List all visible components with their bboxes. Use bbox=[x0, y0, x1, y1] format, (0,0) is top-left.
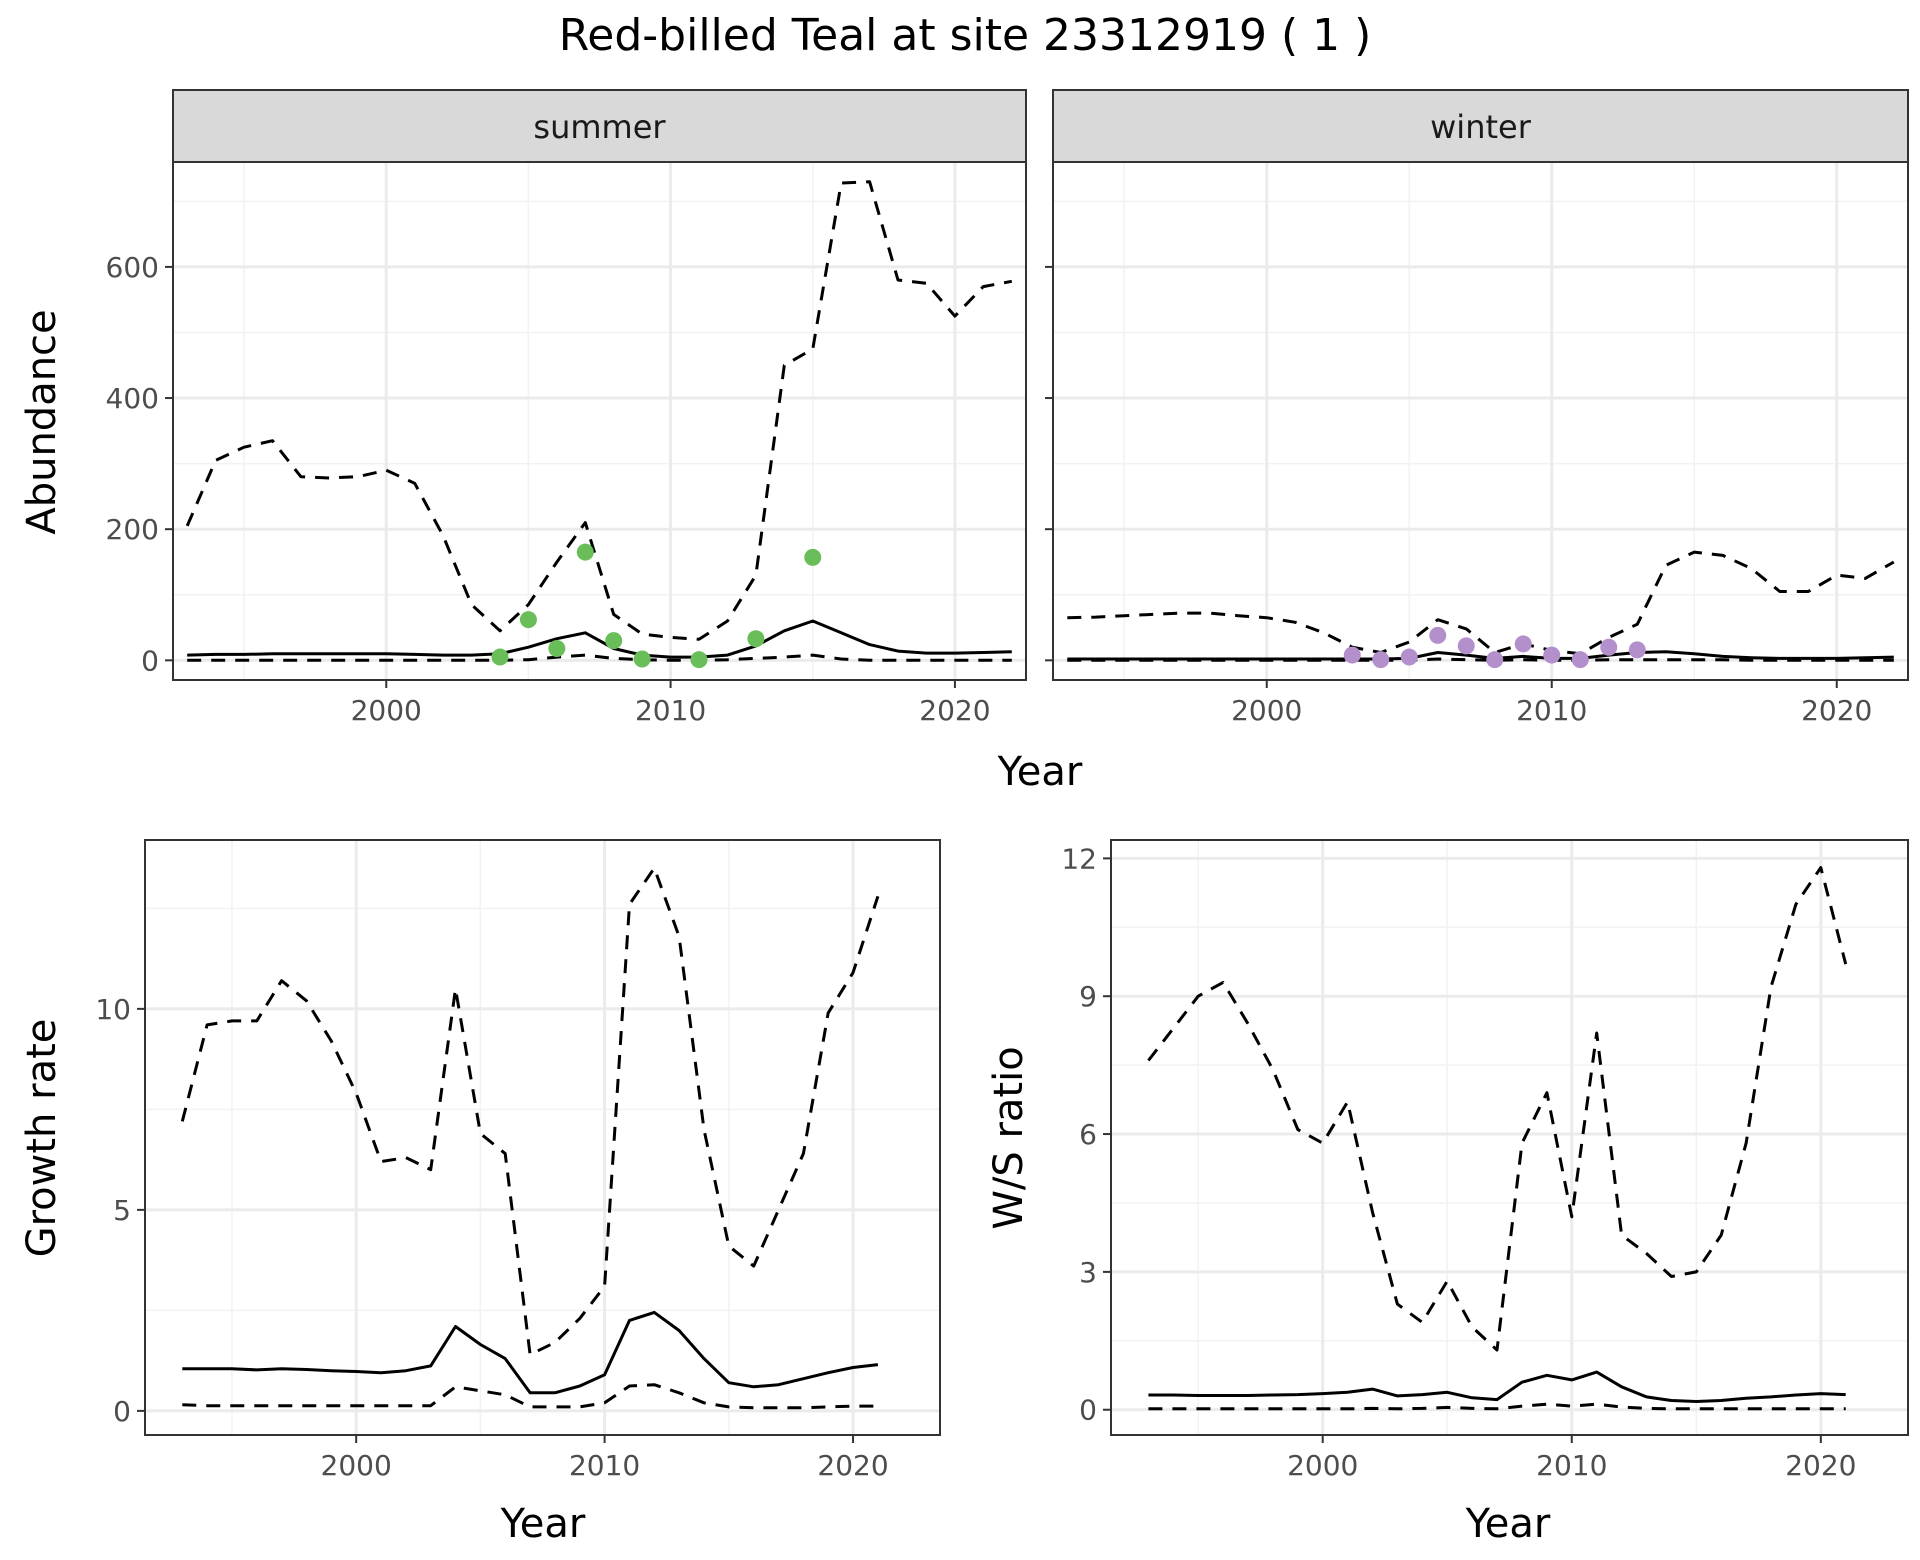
data-point bbox=[1429, 626, 1447, 644]
y-tick-label: 200 bbox=[106, 513, 159, 546]
x-tick-label: 2020 bbox=[1801, 694, 1872, 727]
x-tick-label: 2000 bbox=[321, 1449, 392, 1482]
series-line-estimate bbox=[1067, 650, 1894, 661]
data-point bbox=[690, 651, 708, 669]
abundance-summer-panel: summer 2000 2010 2020 0 200 400 600 bbox=[106, 89, 1027, 727]
data-point bbox=[633, 650, 651, 668]
x-tick-label: 2010 bbox=[1516, 694, 1587, 727]
data-point bbox=[747, 630, 765, 648]
data-point bbox=[548, 640, 566, 658]
y-tick-label: 0 bbox=[113, 1395, 131, 1428]
data-point bbox=[1343, 646, 1361, 664]
series-line-upper bbox=[180, 866, 880, 1357]
data-point bbox=[1600, 638, 1618, 656]
x-tick-label: 2000 bbox=[1287, 1449, 1358, 1482]
plot-background bbox=[173, 162, 1026, 680]
data-point bbox=[1372, 651, 1390, 669]
data-point bbox=[804, 548, 822, 566]
growth-y-axis-title: Growth rate bbox=[19, 1019, 65, 1258]
y-tick-label: 9 bbox=[1079, 980, 1097, 1013]
data-point bbox=[576, 543, 594, 561]
y-tick-label: 600 bbox=[106, 251, 159, 284]
series-line-lower bbox=[1148, 1402, 1846, 1411]
data-point bbox=[1543, 646, 1561, 664]
x-tick-label: 2000 bbox=[351, 694, 422, 727]
strip-label-summer: summer bbox=[533, 108, 666, 146]
data-point bbox=[605, 632, 623, 650]
series-line-upper bbox=[185, 180, 1013, 641]
series-line-estimate bbox=[187, 619, 1012, 659]
panel-border bbox=[172, 161, 1027, 681]
y-tick-label: 6 bbox=[1079, 1118, 1097, 1151]
series-line-estimate bbox=[182, 1310, 879, 1395]
data-point bbox=[1486, 651, 1504, 669]
x-tick-label: 2020 bbox=[817, 1449, 888, 1482]
x-tick-label: 2010 bbox=[635, 694, 706, 727]
growth-x-axis-title: Year bbox=[500, 1501, 586, 1547]
data-point bbox=[519, 611, 537, 629]
data-point bbox=[1400, 648, 1418, 666]
x-tick-label: 2020 bbox=[919, 694, 990, 727]
panel-border bbox=[1110, 839, 1909, 1436]
y-tick-label: 0 bbox=[141, 644, 159, 677]
plot-background bbox=[1111, 840, 1908, 1435]
x-tick-label: 2010 bbox=[569, 1449, 640, 1482]
abundance-winter-panel: winter 2000 2010 2020 bbox=[1045, 89, 1909, 727]
chart-title: Red-billed Teal at site 23312919 ( 1 ) bbox=[559, 10, 1372, 61]
growth-rate-panel: 2000 2010 2020 0 5 10 bbox=[95, 839, 941, 1482]
x-tick-label: 2020 bbox=[1785, 1449, 1856, 1482]
ratio-plot-area: 2000 2010 2020 0 3 6 9 12 bbox=[1061, 839, 1909, 1482]
series-line-upper bbox=[1067, 550, 1895, 656]
abundance-x-axis-title: Year bbox=[997, 749, 1083, 795]
ratio-x-axis-title: Year bbox=[1465, 1501, 1551, 1547]
y-tick-label: 400 bbox=[106, 382, 159, 415]
series-line-upper bbox=[1147, 866, 1848, 1352]
panel-border bbox=[144, 839, 941, 1436]
plot-background bbox=[1053, 162, 1908, 680]
ws-ratio-panel: 2000 2010 2020 0 3 6 9 12 bbox=[1061, 839, 1909, 1482]
y-tick-label: 12 bbox=[1061, 842, 1097, 875]
growth-plot-area: 2000 2010 2020 0 5 10 bbox=[95, 839, 941, 1482]
y-tick-label: 3 bbox=[1079, 1256, 1097, 1289]
strip-summer bbox=[172, 89, 1027, 163]
panel-border bbox=[1052, 161, 1909, 681]
series-line-lower bbox=[187, 653, 1012, 662]
series-line-lower bbox=[1067, 657, 1894, 662]
winter-plot-area: 2000 2010 2020 bbox=[1045, 161, 1909, 727]
y-tick-label: 10 bbox=[95, 993, 131, 1026]
x-tick-label: 2000 bbox=[1231, 694, 1302, 727]
y-tick-label: 0 bbox=[1079, 1394, 1097, 1427]
abundance-y-axis-title: Abundance bbox=[19, 309, 65, 534]
data-point bbox=[1571, 651, 1589, 669]
data-point bbox=[1628, 641, 1646, 659]
strip-label-winter: winter bbox=[1430, 108, 1532, 146]
ratio-y-axis-title: W/S ratio bbox=[986, 1046, 1032, 1229]
series-line-estimate bbox=[1148, 1370, 1846, 1403]
plot-background bbox=[145, 840, 940, 1435]
summer-plot-area: 2000 2010 2020 0 200 400 600 bbox=[106, 161, 1027, 727]
x-tick-label: 2010 bbox=[1536, 1449, 1607, 1482]
data-point bbox=[1457, 637, 1475, 655]
data-point bbox=[491, 648, 509, 666]
y-tick-label: 5 bbox=[113, 1194, 131, 1227]
data-point bbox=[1514, 635, 1532, 653]
strip-winter bbox=[1052, 89, 1909, 163]
